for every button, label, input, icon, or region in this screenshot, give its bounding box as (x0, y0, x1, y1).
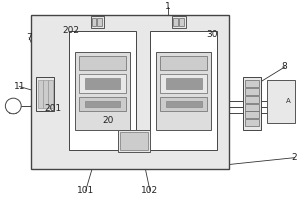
Circle shape (5, 98, 21, 114)
Bar (160, 56, 208, 70)
Bar (79, 97, 126, 111)
Text: 102: 102 (141, 186, 159, 195)
Bar (91, 16, 104, 28)
Bar (245, 111, 259, 118)
Bar (79, 74, 126, 93)
Bar (43, 80, 48, 108)
Bar (36, 77, 54, 111)
Bar (267, 80, 295, 123)
Bar (98, 18, 102, 26)
Bar (92, 18, 97, 26)
Bar (166, 78, 202, 89)
Bar (79, 56, 126, 70)
Text: 7: 7 (26, 33, 32, 42)
Text: 101: 101 (77, 186, 94, 195)
Bar (85, 101, 120, 107)
Bar (179, 18, 184, 26)
Text: A: A (286, 98, 291, 104)
Text: 202: 202 (62, 26, 79, 35)
Bar (85, 78, 120, 89)
Text: 1: 1 (165, 2, 171, 11)
Bar (166, 101, 202, 107)
Bar (245, 119, 259, 126)
Bar (245, 96, 259, 103)
Bar (150, 31, 218, 150)
Bar (75, 52, 130, 130)
Bar (48, 80, 52, 108)
Text: 20: 20 (103, 116, 114, 125)
Bar (156, 52, 212, 130)
Bar (245, 88, 259, 95)
Bar (245, 80, 259, 87)
Bar (38, 80, 43, 108)
Text: 8: 8 (282, 62, 288, 71)
Bar (31, 15, 229, 169)
Bar (160, 74, 208, 93)
Bar (69, 31, 136, 150)
Text: 30: 30 (207, 30, 218, 39)
Bar (172, 16, 186, 28)
Text: 2: 2 (292, 153, 298, 162)
Text: 11: 11 (14, 82, 25, 91)
Bar (243, 77, 261, 130)
Bar (245, 104, 259, 111)
Bar (120, 132, 148, 150)
Bar (173, 18, 178, 26)
Bar (118, 130, 150, 152)
Text: 201: 201 (44, 104, 62, 113)
Bar (160, 97, 208, 111)
